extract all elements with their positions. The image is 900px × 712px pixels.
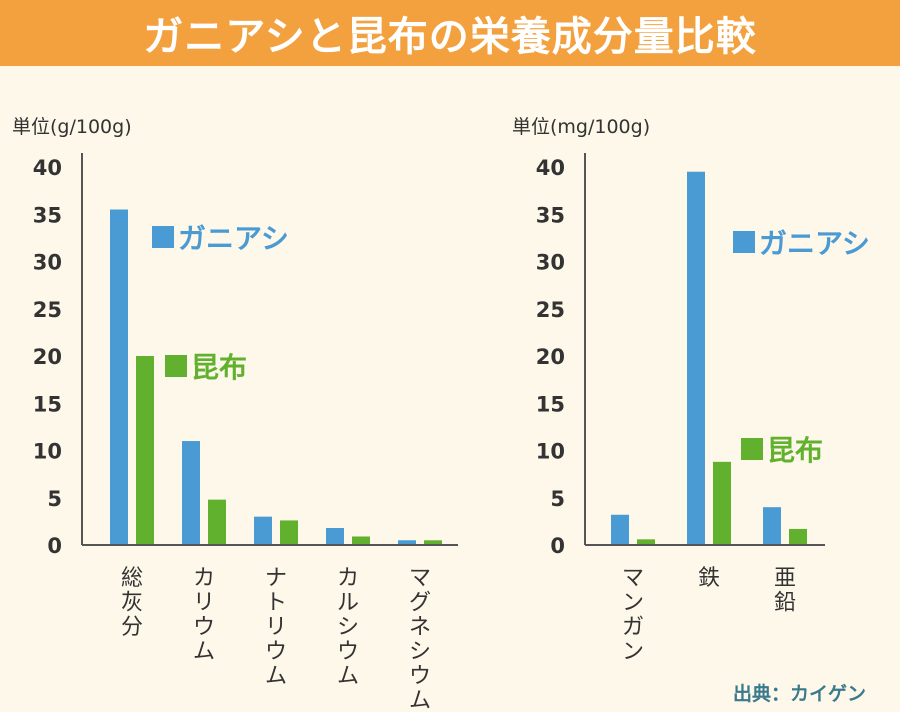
bar-konbu <box>352 536 370 545</box>
legend-label: ガニアシ <box>178 222 289 255</box>
bar-ganiashi <box>254 516 272 545</box>
y-tick-label: 20 <box>33 345 62 369</box>
bar-konbu <box>637 539 655 545</box>
x-tick-label: カリウム <box>193 566 215 665</box>
bar-ganiashi <box>326 527 344 545</box>
legend-label: 昆布 <box>191 351 247 384</box>
y-axis-label: 単位(g/100g) <box>12 116 132 138</box>
source-note: 出典：カイゲン <box>732 683 866 705</box>
y-axis-label: 単位(mg/100g) <box>512 116 650 138</box>
y-tick-label: 30 <box>33 251 62 275</box>
x-tick-label: ナトリウム <box>265 566 287 689</box>
legend-swatch <box>152 226 174 248</box>
bar-konbu <box>136 356 154 545</box>
x-tick-label: 鉄 <box>698 566 720 591</box>
y-tick-label: 40 <box>536 156 565 180</box>
y-tick-label: 10 <box>536 440 565 464</box>
y-tick-label: 25 <box>536 298 565 322</box>
y-tick-label: 5 <box>550 487 565 511</box>
y-tick-label: 35 <box>536 203 565 227</box>
y-tick-label: 0 <box>550 534 565 558</box>
bar-konbu <box>424 540 442 545</box>
x-tick-label: 総灰分 <box>121 566 143 640</box>
legend-swatch <box>733 231 755 253</box>
y-tick-label: 10 <box>33 440 62 464</box>
legend-label: ガニアシ <box>759 227 870 260</box>
x-tick-label: マグネシウム <box>409 566 431 712</box>
y-tick-label: 40 <box>33 156 62 180</box>
x-tick-label: 亜鉛 <box>774 566 796 616</box>
bar-ganiashi <box>763 507 781 545</box>
y-tick-label: 25 <box>33 298 62 322</box>
bar-ganiashi <box>611 514 629 545</box>
bar-konbu <box>789 528 807 545</box>
chart-1: 単位(g/100g) 0 5 10 15 20 25 30 35 40 総灰分 カリウム ナトリウム カル… <box>12 116 458 712</box>
legend-label: 昆布 <box>767 434 823 467</box>
bar-ganiashi <box>687 171 705 545</box>
bar-ganiashi <box>182 441 200 545</box>
legend-swatch <box>165 355 187 377</box>
y-tick-label: 5 <box>47 487 62 511</box>
bar-ganiashi <box>398 540 416 545</box>
y-tick-label: 30 <box>536 251 565 275</box>
bar-konbu <box>208 499 226 545</box>
legend-swatch <box>741 438 763 460</box>
x-tick-label: カルシウム <box>337 566 359 689</box>
y-tick-label: 20 <box>536 345 565 369</box>
x-tick-label: マンガン <box>622 566 644 665</box>
bar-ganiashi <box>110 209 128 545</box>
bar-konbu <box>280 520 298 545</box>
bar-konbu <box>713 461 731 545</box>
title-bar: ガニアシと昆布の栄養成分量比較 <box>0 0 900 66</box>
y-tick-label: 15 <box>536 392 565 416</box>
y-tick-label: 0 <box>47 534 62 558</box>
y-tick-label: 15 <box>33 392 62 416</box>
y-tick-label: 35 <box>33 203 62 227</box>
chart-title: ガニアシと昆布の栄養成分量比較 <box>143 14 757 60</box>
